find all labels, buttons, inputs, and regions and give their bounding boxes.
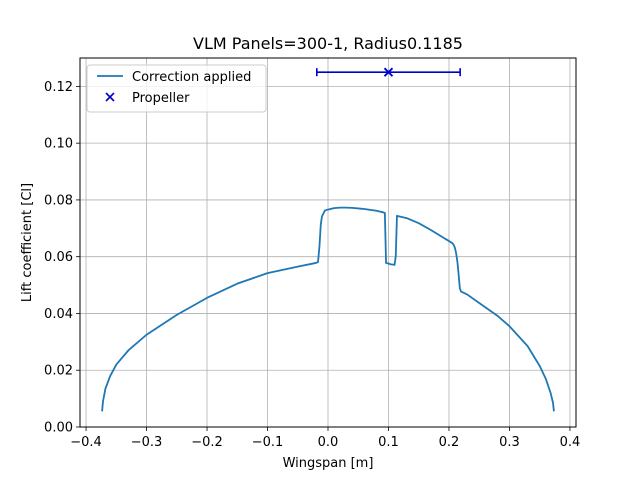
y-tick-label: 0.06 <box>44 250 73 265</box>
legend-label-correction: Correction applied <box>132 70 251 85</box>
x-tick-label: −0.2 <box>191 435 223 450</box>
x-tick-label: −0.4 <box>70 435 102 450</box>
legend: Correction applied Propeller <box>86 64 267 113</box>
y-tick-label: 0.08 <box>44 193 73 208</box>
x-tick-label: 0.4 <box>560 435 581 450</box>
legend-label-propeller: Propeller <box>132 91 190 106</box>
x-tick-label: 0.1 <box>378 435 399 450</box>
y-tick-label: 0.02 <box>44 364 73 379</box>
y-axis-label: Lift coefficient [Cl] <box>20 183 35 302</box>
legend-box <box>86 64 267 113</box>
propeller-marker <box>383 67 394 77</box>
x-tick-label: 0.3 <box>499 435 520 450</box>
x-tick-label: 0.2 <box>439 435 460 450</box>
chart-title: VLM Panels=300-1, Radius0.1185 <box>193 34 463 53</box>
y-tick-label: 0.10 <box>44 137 73 152</box>
plot-area <box>101 67 555 412</box>
x-tick-label: −0.3 <box>131 435 163 450</box>
axis-ticks: −0.4 −0.3 −0.2 −0.1 0.0 0.1 0.2 0.3 0.4 0.00 0.02 0… <box>44 80 580 450</box>
legend-x-marker <box>105 92 115 102</box>
y-tick-label: 0.00 <box>44 421 73 436</box>
x-tick-label: −0.1 <box>252 435 284 450</box>
x-axis-label: Wingspan [m] <box>283 456 374 471</box>
y-tick-label: 0.12 <box>44 80 73 95</box>
series-line-correction-applied <box>101 206 555 412</box>
x-tick-label: 0.0 <box>318 435 339 450</box>
y-tick-label: 0.04 <box>44 307 73 322</box>
